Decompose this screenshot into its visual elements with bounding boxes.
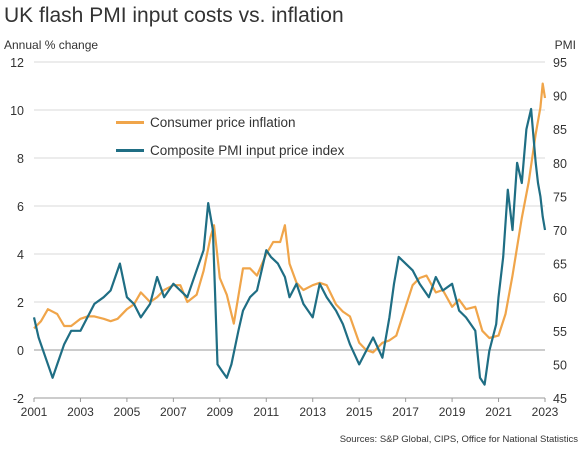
x-tick-label: 2015 [346,405,373,419]
y-left-tick-label: 10 [10,104,24,118]
legend-item-cpi: Consumer price inflation [116,115,296,130]
y-right-tick-label: 90 [553,90,567,104]
x-tick-label: 2023 [532,405,559,419]
x-tick-label: 2013 [299,405,326,419]
y-left-tick-label: 8 [17,152,24,166]
legend-label-cpi: Consumer price inflation [150,115,296,130]
source-note: Sources: S&P Global, CIPS, Office for Na… [339,434,578,445]
x-tick-label: 2005 [114,405,141,419]
y-left-tick-label: 4 [17,248,24,262]
x-tick-label: 2009 [206,405,233,419]
series-line-0 [33,82,547,354]
y-right-tick-label: 55 [553,325,567,339]
left-axis-title: Annual % change [4,38,99,52]
x-tick-label: 2007 [160,405,187,419]
legend-swatch-pmi [116,149,144,152]
y-left-tick-label: 6 [17,200,24,214]
y-right-tick-label: 60 [553,291,567,305]
y-right-tick-label: 45 [553,392,567,406]
legend-label-pmi: Composite PMI input price index [150,143,345,158]
chart-title: UK flash PMI input costs vs. inflation [4,4,344,27]
x-tick-label: 2017 [392,405,419,419]
y-right-tick-label: 70 [553,224,567,238]
legend-swatch-cpi [116,121,144,124]
y-right-tick-label: 80 [553,157,567,171]
y-right-tick-label: 65 [553,258,567,272]
x-tick-label: 2003 [67,405,94,419]
y-left-tick-label: 0 [17,344,24,358]
x-tick-label: 2011 [253,405,279,419]
x-tick-label: 2021 [485,405,512,419]
y-right-tick-label: 95 [553,56,567,70]
y-left-tick-label: 2 [17,296,24,310]
y-left-tick-label: 12 [10,56,24,70]
y-right-tick-label: 75 [553,190,567,204]
x-tick-label: 2019 [439,405,466,419]
y-right-tick-label: 85 [553,123,567,137]
legend-item-pmi: Composite PMI input price index [116,143,344,158]
y-right-tick-label: 50 [553,358,567,372]
x-tick-label: 2001 [21,405,48,419]
right-axis-title: PMI [554,38,576,52]
y-left-tick-label: -2 [13,392,24,406]
series-line-1 [32,107,547,386]
